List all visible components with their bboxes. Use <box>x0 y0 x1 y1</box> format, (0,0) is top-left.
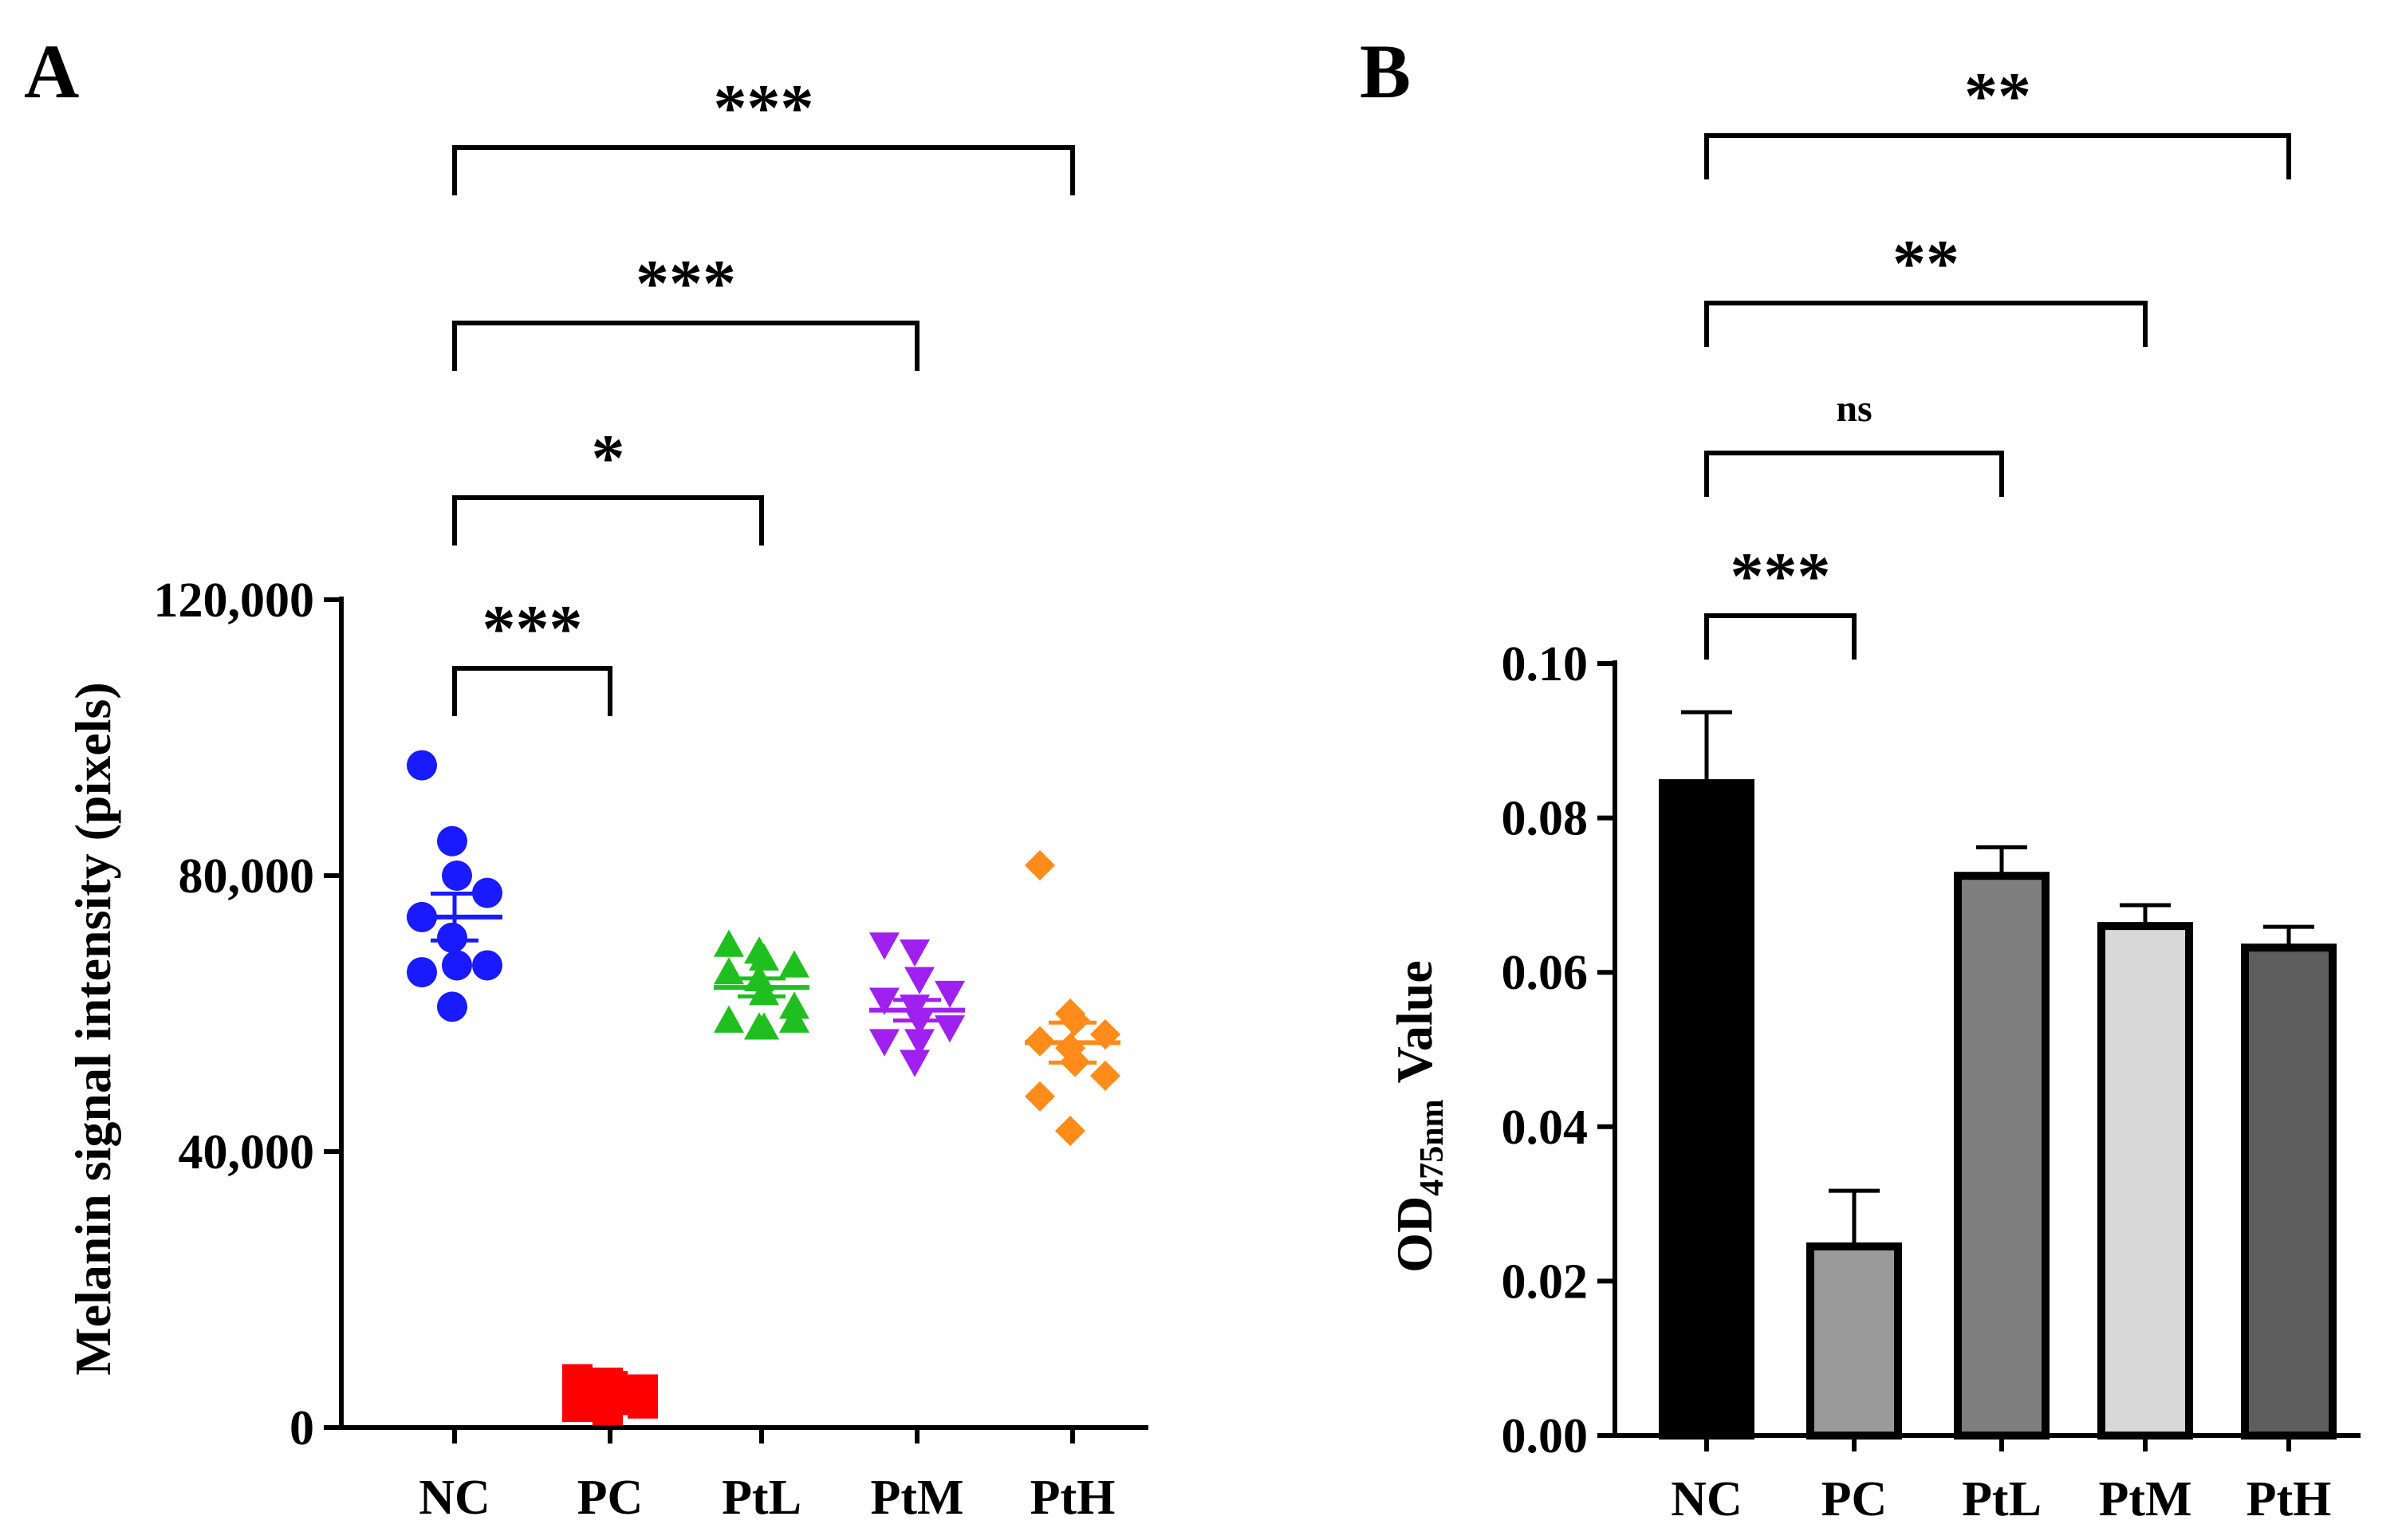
panel-b-x-tick-label-ptm: PtM <box>2098 1472 2191 1526</box>
significance-label-nc-pc: *** <box>1731 539 1831 613</box>
data-point-nc <box>437 991 467 1022</box>
significance-bracket-nc-ptl <box>1704 451 2004 497</box>
bar-nc <box>1659 779 1754 1440</box>
significance-label-nc-pth: ** <box>1964 59 2031 133</box>
panel-b-y-tick-label: 0.08 <box>1502 792 1589 846</box>
panel-b-y-tick-label: 0.02 <box>1502 1254 1589 1309</box>
data-point-nc <box>407 957 437 988</box>
panel-b-y-tick-label: 0.06 <box>1502 946 1589 1000</box>
data-point-ptm <box>904 1029 935 1057</box>
panel-b-x-tick-label-pth: PtH <box>2247 1472 2332 1526</box>
panel-a-x-tick-label-ptm: PtM <box>870 1471 963 1525</box>
data-point-ptm <box>935 980 965 1009</box>
data-point-ptm <box>935 1015 965 1043</box>
significance-label-nc-ptm: *** <box>636 246 736 321</box>
panel-a-label: A <box>24 29 79 114</box>
panel-a-points <box>407 750 1120 1426</box>
significance-bracket-nc-ptm <box>1704 301 2148 347</box>
significance-label-nc-ptl: ns <box>1836 388 1872 430</box>
panel-a-y-axis-label: Melanin signal intensity (pixels) <box>65 682 121 1375</box>
panel-b-y-axis-label-sub: 475nm <box>1414 1099 1451 1195</box>
panel-b-x-tick-label-nc: NC <box>1671 1472 1742 1526</box>
significance-bracket-nc-pc <box>452 666 612 716</box>
data-point-ptm <box>869 1029 900 1057</box>
data-point-ptm <box>900 1050 930 1077</box>
panel-a-x-tick-label-pc: PC <box>577 1471 644 1525</box>
data-point-pth <box>1055 1116 1085 1147</box>
panel-a-axes: 0 40,000 80,000 120,000 NC PC PtL PtM PtH <box>154 573 1148 1525</box>
data-point-ptl <box>779 1005 809 1033</box>
panel-a-x-tick-label-pth: PtH <box>1030 1471 1116 1525</box>
significance-label-nc-ptm: ** <box>1892 226 1959 301</box>
data-point-ptl <box>749 943 779 971</box>
data-point-nc <box>407 750 437 781</box>
significance-bracket-nc-pth <box>452 145 1075 195</box>
panel-b-bars <box>1659 710 2337 1440</box>
significance-label-nc-pth: *** <box>714 71 814 145</box>
data-point-nc <box>437 825 467 857</box>
data-point-ptm <box>869 932 900 960</box>
data-point-ptl <box>779 950 809 978</box>
panel-a-x-tick-label-ptl: PtL <box>722 1471 801 1525</box>
panel-b-label: B <box>1360 29 1411 114</box>
panel-b-y-tick-label: 0.04 <box>1502 1101 1589 1155</box>
significance-label-nc-pc: *** <box>482 592 583 666</box>
bar-pth <box>2241 943 2337 1440</box>
data-point-pth <box>1025 850 1055 881</box>
data-point-pth <box>1060 1005 1090 1036</box>
panel-a-y-tick-label: 40,000 <box>179 1125 315 1180</box>
data-point-ptl <box>779 991 809 1019</box>
panel-b-y-tick-label: 0.10 <box>1502 637 1589 691</box>
data-point-ptm <box>869 987 900 1015</box>
data-point-pth <box>1025 1081 1055 1112</box>
data-point-nc <box>437 922 467 953</box>
bar-ptl <box>1954 872 2050 1440</box>
data-point-pth <box>1090 1060 1120 1091</box>
panel-b-y-axis-label: OD475nm Value <box>1386 960 1451 1272</box>
data-point-ptm <box>900 939 930 967</box>
data-point-nc <box>442 950 472 981</box>
significance-bracket-nc-ptm <box>452 321 919 371</box>
data-point-ptl <box>714 957 744 985</box>
significance-bracket-nc-pth <box>1704 133 2291 179</box>
panel-a-x-tick-label-nc: NC <box>419 1471 490 1525</box>
panel-a-y-tick-label: 80,000 <box>179 849 315 904</box>
data-point-nc <box>472 950 502 981</box>
panel-b-significance: *** ns ** ** <box>1704 59 2291 660</box>
bar-ptm <box>2097 922 2193 1440</box>
panel-a-significance: ********** <box>452 71 1075 716</box>
panel-a-y-tick-label: 0 <box>289 1401 314 1455</box>
panel-b-y-axis-label-main: OD <box>1386 1196 1443 1273</box>
data-point-nc <box>472 877 502 908</box>
panel-b-axes: 0.00 0.02 0.04 0.06 0.08 0.10 NC PC PtL PtM PtH <box>1502 637 2361 1526</box>
panel-b-x-tick-label-ptl: PtL <box>1962 1472 2042 1526</box>
significance-bracket-nc-pc <box>1704 613 1857 660</box>
data-point-pc <box>593 1395 623 1426</box>
panel-b-y-tick-label: 0.00 <box>1502 1409 1589 1463</box>
data-point-ptl <box>714 929 744 957</box>
data-point-ptl <box>749 1012 779 1040</box>
data-point-ptm <box>904 967 935 995</box>
bar-pc <box>1806 1242 1902 1440</box>
panel-b-x-tick-label-pc: PC <box>1821 1472 1888 1526</box>
data-point-nc <box>442 861 472 891</box>
significance-label-nc-ptl: * <box>592 421 625 495</box>
panel-a-y-tick-label: 120,000 <box>154 573 315 628</box>
significance-bracket-nc-ptl <box>452 495 764 545</box>
data-point-ptl <box>714 1005 744 1033</box>
panel-b-y-axis-label-rest: Value <box>1386 960 1443 1083</box>
